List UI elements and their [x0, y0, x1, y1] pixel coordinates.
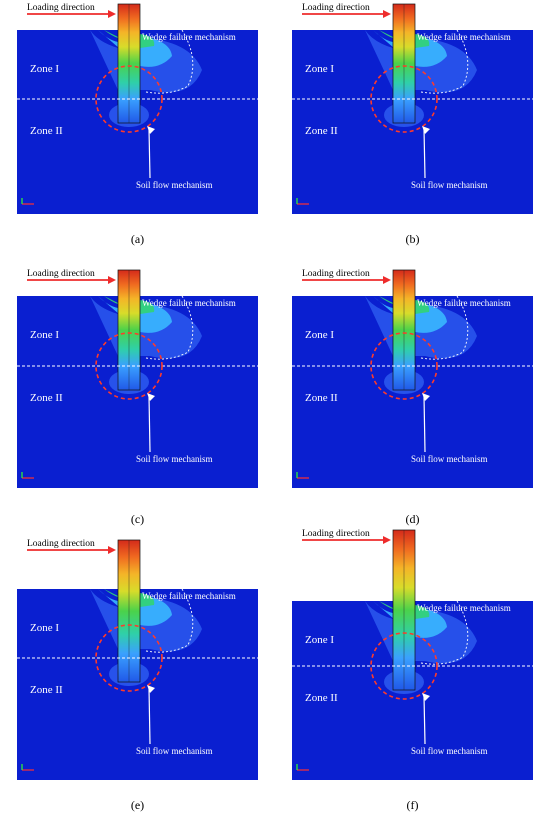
wedge-failure-label: Wedge failure mechanism: [142, 298, 236, 308]
zone-i-label: Zone I: [305, 634, 334, 646]
soil-flow-label: Soil flow mechanism: [136, 746, 213, 756]
wedge-failure-label: Wedge failure mechanism: [417, 32, 511, 42]
panel-caption: (a): [130, 232, 145, 246]
panel-b: Loading direction Wedge failure mechanism…: [275, 0, 550, 270]
soil-flow-label: Soil flow mechanism: [136, 454, 213, 464]
loading-direction-label: Loading direction: [27, 269, 95, 279]
soil-flow-circle: [95, 332, 163, 400]
wedge-failure-label: Wedge failure mechanism: [417, 603, 511, 613]
panel-caption: (e): [130, 798, 145, 812]
fem-contour-plot: Loading direction Wedge failure mechanism…: [17, 3, 258, 214]
panel-e: Loading direction Wedge failure mechanism…: [0, 535, 275, 819]
wedge-boundary-line: [420, 295, 469, 360]
soil-flow-circle: [370, 632, 438, 700]
loading-direction-label: Loading direction: [302, 269, 370, 279]
loading-direction-label: Loading direction: [27, 3, 95, 13]
wedge-boundary-line: [420, 600, 469, 665]
panel-d: Loading direction Wedge failure mechanism…: [275, 268, 550, 538]
panel-a: Loading direction Wedge failure mechanism…: [0, 0, 275, 270]
zone-ii-label: Zone II: [30, 392, 63, 404]
zone-ii-label: Zone II: [30, 684, 63, 696]
soil-flow-circle: [370, 65, 438, 133]
soil-flow-circle: [370, 332, 438, 400]
panel-caption: (f): [406, 798, 419, 812]
wedge-boundary-line: [420, 29, 469, 94]
soil-flow-label: Soil flow mechanism: [411, 454, 488, 464]
panel-c: Loading direction Wedge failure mechanism…: [0, 268, 275, 538]
zone-i-label: Zone I: [30, 622, 59, 634]
soil-flow-circle: [95, 65, 163, 133]
panel-f: Loading direction Wedge failure mechanism…: [275, 529, 550, 819]
zone-ii-label: Zone II: [305, 692, 338, 704]
wedge-boundary-line: [145, 29, 194, 94]
zone-ii-label: Zone II: [305, 125, 338, 137]
zone-i-label: Zone I: [30, 329, 59, 341]
soil-flow-circle: [95, 624, 163, 692]
fem-contour-plot: Loading direction Wedge failure mechanism…: [17, 269, 258, 488]
zone-ii-label: Zone II: [30, 125, 63, 137]
wedge-failure-label: Wedge failure mechanism: [417, 298, 511, 308]
zone-i-label: Zone I: [30, 63, 59, 75]
zone-i-label: Zone I: [305, 63, 334, 75]
fem-contour-plot: Loading direction Wedge failure mechanism…: [292, 3, 533, 214]
loading-direction-label: Loading direction: [302, 529, 370, 539]
panel-caption: (b): [405, 232, 420, 246]
panel-caption: (d): [405, 512, 420, 526]
wedge-boundary-line: [145, 295, 194, 360]
fem-contour-plot: Loading direction Wedge failure mechanism…: [292, 529, 533, 780]
soil-flow-label: Soil flow mechanism: [411, 180, 488, 190]
zone-ii-label: Zone II: [305, 392, 338, 404]
wedge-failure-label: Wedge failure mechanism: [142, 32, 236, 42]
loading-direction-label: Loading direction: [302, 3, 370, 13]
wedge-boundary-line: [145, 588, 194, 653]
wedge-failure-label: Wedge failure mechanism: [142, 591, 236, 601]
panel-caption: (c): [130, 512, 145, 526]
fem-contour-plot: Loading direction Wedge failure mechanism…: [17, 539, 258, 780]
zone-i-label: Zone I: [305, 329, 334, 341]
fem-contour-plot: Loading direction Wedge failure mechanism…: [292, 269, 533, 488]
soil-flow-label: Soil flow mechanism: [136, 180, 213, 190]
loading-direction-label: Loading direction: [27, 539, 95, 549]
soil-flow-label: Soil flow mechanism: [411, 746, 488, 756]
